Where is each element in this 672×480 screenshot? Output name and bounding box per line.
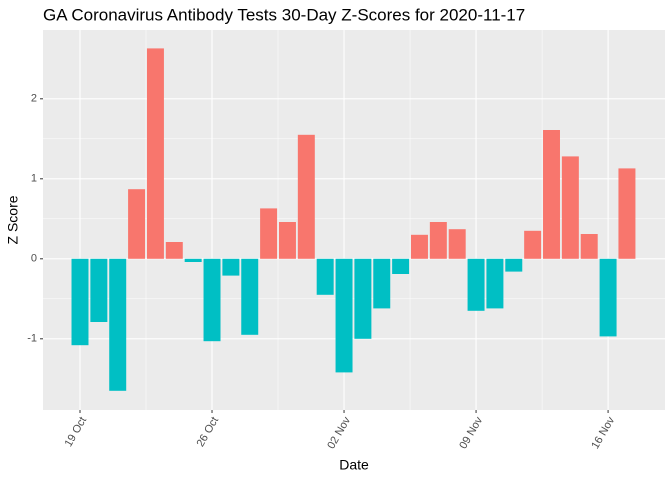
y-axis-label: Z Score xyxy=(5,195,21,244)
x-tick-label: 16 Nov xyxy=(589,415,617,452)
bar xyxy=(354,258,372,339)
bar xyxy=(410,234,428,259)
bar xyxy=(316,258,334,295)
bar xyxy=(241,258,259,335)
bar xyxy=(128,189,146,259)
bar xyxy=(429,222,447,259)
chart-title: GA Coronavirus Antibody Tests 30-Day Z-S… xyxy=(43,5,525,24)
bar xyxy=(448,229,466,259)
x-tick-label: 09 Nov xyxy=(457,415,485,452)
bar xyxy=(260,208,278,259)
y-tick-label: 0 xyxy=(31,253,37,265)
bar xyxy=(580,234,598,259)
x-tick-label: 02 Nov xyxy=(325,415,353,452)
bar xyxy=(599,258,617,337)
bar xyxy=(297,134,315,259)
bar xyxy=(486,258,504,309)
x-tick-label: 26 Oct xyxy=(195,415,222,449)
x-axis-label: Date xyxy=(339,457,369,473)
bar xyxy=(505,258,523,272)
y-tick-label: -1 xyxy=(27,333,37,345)
bar xyxy=(392,258,410,274)
bar xyxy=(618,168,636,259)
panel xyxy=(43,30,665,410)
bar xyxy=(543,130,560,259)
bar xyxy=(524,230,542,259)
bar xyxy=(203,258,221,342)
bar xyxy=(373,258,391,309)
y-tick-label: 1 xyxy=(31,173,37,185)
bar xyxy=(71,258,89,346)
bar xyxy=(335,258,353,373)
bar xyxy=(561,156,579,259)
bar xyxy=(184,258,202,262)
bar xyxy=(278,222,296,259)
bar xyxy=(165,242,183,259)
bar xyxy=(467,258,485,311)
bar xyxy=(146,48,164,259)
y-tick-label: 2 xyxy=(31,93,37,105)
bar xyxy=(222,258,240,276)
x-tick-label: 19 Oct xyxy=(63,415,90,449)
bar xyxy=(90,258,108,322)
bar xyxy=(109,258,127,391)
